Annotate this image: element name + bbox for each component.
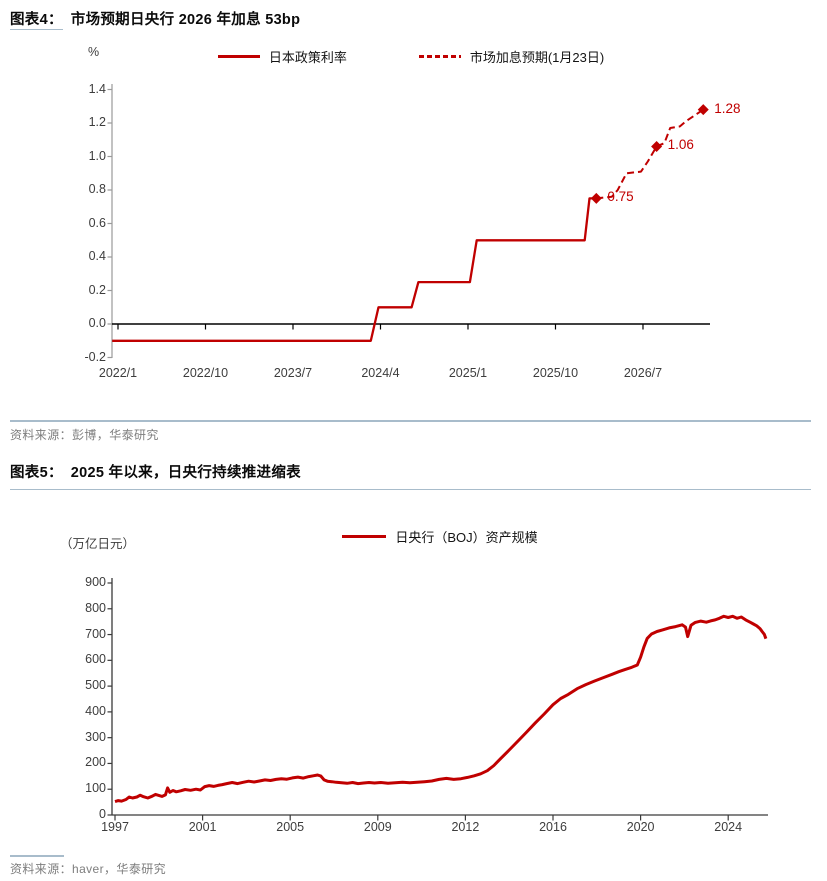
figure4-source: 资料来源：彭博，华泰研究: [10, 428, 159, 442]
figure5-number: 图表5：: [10, 465, 63, 481]
dashed-line-swatch-icon: [418, 55, 461, 58]
x-tick-label: 2024/4: [361, 366, 400, 380]
y-tick-label: 200: [85, 755, 106, 770]
legend-item-market-expectation: 市场加息预期(1月23日): [418, 47, 605, 66]
y-tick-label: 0.0: [88, 316, 106, 330]
y-tick-label: 0.6: [88, 215, 106, 230]
figure5-source: 资料来源：haver，华泰研究: [10, 862, 167, 876]
x-tick-label: 2020: [626, 820, 655, 834]
y-tick-label: 1.4: [88, 81, 106, 96]
y-tick-label: 0.2: [88, 282, 106, 297]
expectation-point-label: 1.06: [667, 137, 694, 153]
x-tick-label: 2016: [539, 820, 567, 834]
x-tick-label: 2024: [714, 820, 743, 834]
legend-label: 日央行（BOJ）资产规模: [395, 530, 538, 545]
x-tick-label: 2001: [188, 820, 217, 834]
solid-line-swatch-icon: [342, 534, 387, 539]
y-tick-label: 900: [85, 574, 106, 589]
y-tick-label: 400: [85, 703, 106, 718]
x-tick-label: 2022/10: [182, 366, 229, 380]
figure4-legend: 日本政策利率 市场加息预期(1月23日): [112, 47, 710, 66]
x-tick-label: 2026/7: [623, 366, 663, 380]
figure4-number: 图表4：: [10, 12, 63, 30]
y-tick-label: -0.2: [84, 349, 106, 364]
figure4-title: 市场预期日央行 2026 年加息 53bp: [70, 12, 301, 28]
figure4-y-unit: %: [88, 45, 100, 59]
figure5-title-row: 图表5： 2025 年以来，日央行持续推进缩表: [10, 461, 811, 490]
legend-item-policy-rate: 日本政策利率: [217, 47, 347, 66]
legend-label: 日本政策利率: [268, 50, 347, 65]
y-tick-label: 300: [85, 729, 106, 744]
x-tick-label: 2009: [363, 820, 392, 834]
x-tick-label: 1997: [101, 820, 129, 834]
y-tick-label: 0.4: [88, 249, 106, 263]
y-tick-label: 0.8: [88, 182, 106, 196]
y-tick-label: 1.0: [88, 148, 106, 163]
x-tick-label: 2025/10: [532, 366, 579, 380]
y-tick-label: 500: [85, 678, 106, 693]
x-tick-label: 2025/1: [448, 366, 488, 380]
expectation-point-label: 0.75: [607, 189, 634, 205]
figure4-source-divider: [10, 420, 811, 422]
y-tick-label: 100: [85, 781, 106, 796]
figure5-y-unit: （万亿日元）: [60, 537, 136, 551]
figure5-source-divider: [10, 855, 64, 857]
y-tick-label: 1.2: [88, 115, 106, 129]
y-tick-label: 700: [85, 626, 106, 641]
solid-line-swatch-icon: [217, 55, 260, 58]
x-tick-label: 2012: [451, 820, 480, 834]
legend-item-boj-assets: 日央行（BOJ）资产规模: [342, 527, 538, 546]
figure5-legend: 日央行（BOJ）资产规模: [112, 527, 768, 546]
figure4-title-row: 图表4： 市场预期日央行 2026 年加息 53bp: [10, 8, 301, 30]
y-tick-label: 800: [85, 600, 106, 615]
expectation-point-label: 1.28: [714, 100, 741, 116]
y-tick-label: 0: [99, 807, 106, 821]
y-tick-label: 600: [85, 652, 106, 667]
x-tick-label: 2023/7: [273, 366, 313, 380]
x-tick-label: 2005: [276, 820, 305, 834]
x-tick-label: 2022/1: [98, 366, 138, 380]
legend-label: 市场加息预期(1月23日): [469, 50, 605, 65]
figure5-title: 2025 年以来，日央行持续推进缩表: [70, 465, 301, 481]
